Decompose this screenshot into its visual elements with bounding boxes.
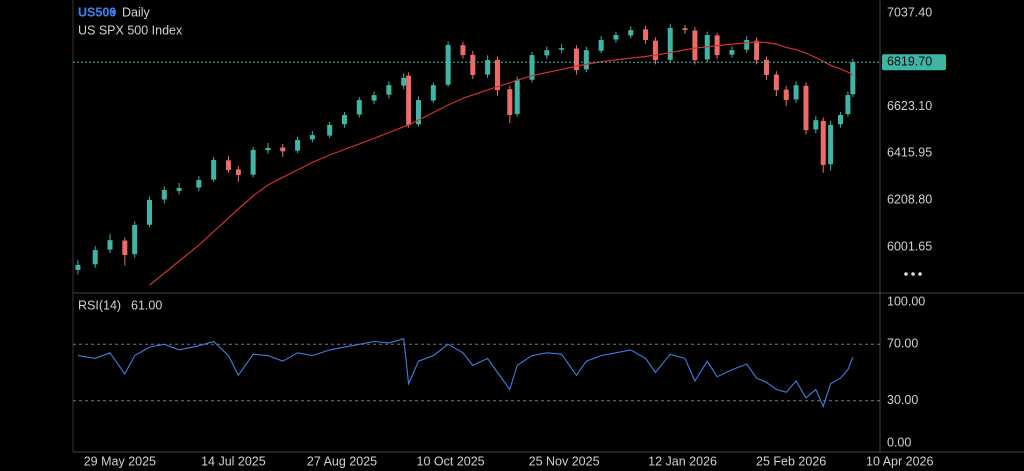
candle-body bbox=[667, 28, 673, 60]
candle-body bbox=[295, 140, 301, 151]
interval[interactable]: Daily bbox=[122, 5, 151, 19]
candle-body bbox=[161, 189, 167, 200]
candle-body bbox=[132, 225, 138, 255]
x-tick-label: 27 Aug 2025 bbox=[307, 454, 377, 468]
x-tick-label: 25 Feb 2026 bbox=[756, 454, 826, 468]
candle-body bbox=[92, 250, 98, 265]
candle-body bbox=[803, 85, 809, 131]
candle-body bbox=[386, 85, 392, 95]
candle-body bbox=[529, 55, 535, 80]
candle-body bbox=[783, 89, 789, 101]
candle-body bbox=[845, 95, 851, 115]
candle-body bbox=[628, 30, 634, 36]
y-tick-label: 6623.10 bbox=[887, 99, 932, 113]
candle-body bbox=[470, 54, 476, 76]
candle-body bbox=[828, 124, 834, 165]
candle-body bbox=[559, 48, 565, 50]
candle-body bbox=[225, 160, 231, 171]
y-tick-label: 7037.40 bbox=[887, 5, 932, 19]
symbol[interactable]: US500 bbox=[78, 5, 116, 19]
y-tick-label: 6415.95 bbox=[887, 146, 932, 160]
candle-body bbox=[813, 120, 819, 130]
candle-body bbox=[652, 40, 658, 61]
x-tick-label: 14 Jul 2025 bbox=[201, 454, 266, 468]
candle-body bbox=[401, 77, 407, 86]
candle-body bbox=[507, 89, 513, 115]
candle-body bbox=[598, 39, 604, 51]
candle-body bbox=[744, 39, 750, 50]
subtitle: US SPX 500 Index bbox=[78, 23, 183, 37]
candle-body bbox=[430, 85, 436, 101]
candle-body bbox=[327, 124, 333, 136]
y-tick-label: 30.00 bbox=[887, 393, 918, 407]
rsi-line bbox=[77, 337, 854, 408]
candle-body bbox=[682, 28, 688, 31]
y-tick-label: 6208.80 bbox=[887, 192, 932, 206]
x-tick-label: 10 Oct 2025 bbox=[417, 454, 485, 468]
candle-body bbox=[250, 150, 256, 175]
candle-body bbox=[416, 100, 422, 125]
x-tick-label: 10 Apr 2026 bbox=[866, 454, 933, 468]
candle-body bbox=[280, 147, 286, 152]
candle-body bbox=[406, 75, 412, 125]
menu-dot bbox=[911, 272, 915, 276]
candle-body bbox=[850, 62, 856, 95]
candle-body bbox=[573, 48, 579, 71]
candle-body bbox=[309, 135, 315, 140]
candle-body bbox=[793, 85, 799, 100]
candle-body bbox=[107, 240, 113, 250]
candle-body bbox=[147, 199, 153, 225]
candle-body bbox=[494, 59, 500, 91]
candle-body bbox=[754, 40, 760, 61]
candle-body bbox=[773, 74, 779, 91]
menu-dot bbox=[904, 272, 908, 276]
candle-body bbox=[356, 100, 362, 115]
menu-dot bbox=[918, 272, 922, 276]
candle-body bbox=[820, 120, 826, 165]
y-tick-label: 70.00 bbox=[887, 337, 918, 351]
candle-body bbox=[211, 159, 217, 180]
candle-body bbox=[196, 180, 202, 188]
candle-body bbox=[176, 187, 182, 191]
candle-body bbox=[265, 147, 271, 151]
y-tick-label: 100.00 bbox=[887, 294, 925, 308]
x-tick-label: 29 May 2025 bbox=[84, 454, 156, 468]
candle-body bbox=[371, 95, 377, 101]
candle-body bbox=[445, 44, 451, 85]
x-tick-label: 12 Jan 2026 bbox=[648, 454, 717, 468]
y-tick-label: 0.00 bbox=[887, 435, 911, 449]
candle-body bbox=[341, 114, 347, 125]
candle-body bbox=[122, 240, 128, 256]
moving-average bbox=[149, 41, 854, 286]
candle-body bbox=[613, 35, 619, 40]
candle-body bbox=[460, 45, 466, 56]
candle-body bbox=[485, 60, 491, 75]
x-tick-label: 25 Nov 2025 bbox=[529, 454, 600, 468]
candle-body bbox=[75, 264, 81, 270]
candle-body bbox=[544, 50, 550, 56]
y-tick-label: 6001.65 bbox=[887, 239, 932, 253]
candle-body bbox=[729, 50, 735, 55]
candle-body bbox=[235, 169, 241, 176]
candle-body bbox=[514, 80, 520, 115]
candle-body bbox=[838, 114, 844, 125]
last-price-box bbox=[882, 54, 946, 71]
candle-body bbox=[763, 59, 769, 76]
last-price-label: 6819.70 bbox=[887, 54, 932, 68]
candle-body bbox=[692, 30, 698, 61]
candle-body bbox=[583, 50, 589, 70]
symbol-dropdown-icon[interactable]: ▾ bbox=[111, 8, 116, 19]
indicator-title: RSI(14) bbox=[78, 298, 121, 312]
more-menu[interactable] bbox=[904, 272, 922, 276]
candle-body bbox=[643, 29, 649, 40]
indicator-value: 61.00 bbox=[131, 298, 162, 312]
